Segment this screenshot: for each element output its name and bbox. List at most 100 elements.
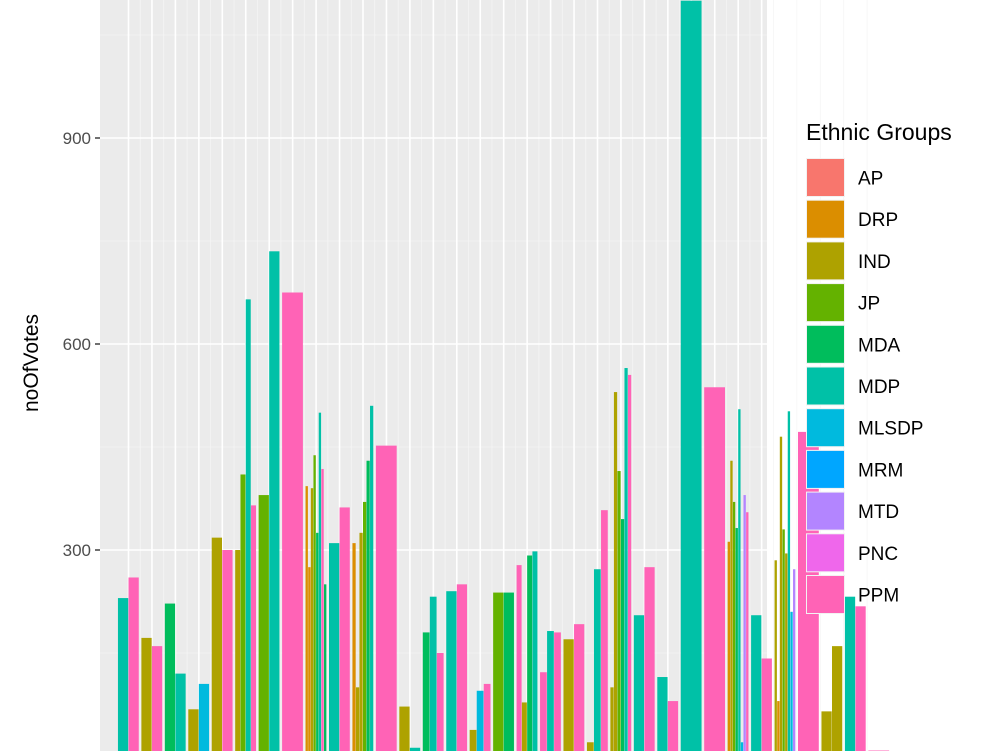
bar-ppm <box>251 505 257 751</box>
bar-ppm <box>483 683 491 751</box>
grid-minor-lines <box>100 0 868 751</box>
bar-ppm <box>321 468 324 751</box>
legend: Ethnic Groups AP DRP IND JP MDA MDP MLSDP MRM MT… <box>806 119 952 614</box>
bar-mdp <box>409 747 421 751</box>
legend-key-mda <box>807 325 844 363</box>
bar-mda <box>527 555 533 751</box>
bar-ind <box>610 687 614 751</box>
bar-ind <box>785 553 788 751</box>
bar-ind <box>235 550 241 751</box>
bar-mlsdp <box>740 742 744 751</box>
bar-mdp <box>429 596 437 751</box>
bar-ind <box>355 687 360 751</box>
bar-ind <box>469 729 477 751</box>
bar-jp <box>782 529 785 751</box>
bar-ind <box>521 702 527 751</box>
bar-ppm <box>222 550 233 751</box>
y-tick-label: 900 <box>63 129 91 148</box>
bar-ppm <box>456 584 468 751</box>
legend-key-mrm <box>807 450 844 488</box>
bar-ind <box>399 706 410 751</box>
bar-mtd <box>743 495 746 751</box>
legend-label-pnc: PNC <box>858 544 898 565</box>
legend-title: Ethnic Groups <box>806 119 952 145</box>
bar-mdp <box>245 299 251 751</box>
bar-ppm <box>627 374 632 751</box>
bar-ind <box>613 392 618 751</box>
bar-mda <box>503 592 514 751</box>
bar-mdp <box>633 615 645 751</box>
bar-mdp <box>657 677 668 751</box>
legend-key-mlsdp <box>807 409 844 447</box>
bar-ppm <box>601 510 608 751</box>
bar-ind <box>310 488 314 751</box>
bar-mdp <box>593 569 601 751</box>
legend-key-mdp <box>807 367 844 405</box>
bar-ind <box>359 532 363 751</box>
bar-ppm <box>746 512 749 751</box>
bar-ind <box>211 537 222 751</box>
bar-jp <box>363 501 367 751</box>
legend-label-ap: AP <box>858 169 883 190</box>
legend-label-mrm: MRM <box>858 460 903 481</box>
bar-ind <box>141 637 152 751</box>
legend-key-ppm <box>807 576 844 613</box>
bar-drp <box>305 486 308 751</box>
bar-mdp <box>532 551 538 751</box>
legend-label-drp: DRP <box>858 210 898 231</box>
legend-key-mtd <box>807 492 844 530</box>
bar-mda <box>316 532 319 751</box>
bar-mdp <box>844 596 856 751</box>
bar-mdp <box>738 409 741 751</box>
bar-mdp <box>117 598 129 751</box>
y-axis-title: noOfVotes <box>20 314 43 412</box>
bar-mda <box>620 519 625 751</box>
bar-ppm <box>375 445 397 751</box>
bar-drp <box>308 567 311 751</box>
bar-jp <box>617 471 621 751</box>
legend-label-jp: JP <box>858 294 880 315</box>
bar-ppm <box>540 672 547 751</box>
bar-ind <box>730 460 733 751</box>
bar-mdp <box>446 591 457 751</box>
bar-ind <box>188 709 199 751</box>
legend-key-pnc <box>807 534 844 572</box>
legend-label-ind: IND <box>858 252 891 273</box>
legend-key-jp <box>807 284 844 322</box>
y-axis: 300 600 900 <box>63 129 100 560</box>
bar-ppm <box>574 624 585 751</box>
bar-ppm <box>516 565 522 751</box>
bar-mtd <box>793 569 796 751</box>
bar-mlsdp <box>476 690 484 751</box>
bar-mda <box>422 632 430 751</box>
legend-key-ind <box>807 242 844 280</box>
bar-ppm <box>644 567 655 751</box>
bar-mda <box>164 603 176 751</box>
bar-mda <box>735 528 738 751</box>
bar-ppm <box>667 701 679 751</box>
bars-layer <box>117 0 890 751</box>
y-tick-label: 300 <box>63 541 91 560</box>
bar-ind <box>779 436 783 751</box>
bar-ppm <box>554 632 561 751</box>
bar-ppm <box>339 507 350 751</box>
bar-mlsdp <box>790 611 793 751</box>
legend-items: AP DRP IND JP MDA MDP MLSDP MRM MTD PNC PPM <box>806 158 923 614</box>
bar-ppm <box>704 387 725 751</box>
bar-mdp <box>624 368 628 751</box>
bar-ppm <box>282 292 303 751</box>
bar-ind <box>774 560 777 751</box>
bar-ppm <box>761 658 772 751</box>
legend-label-ppm: PPM <box>858 586 899 607</box>
legend-key-ap <box>807 159 844 196</box>
bar-ppm <box>436 653 444 751</box>
bar-jp <box>493 592 504 751</box>
bar-jp <box>732 501 736 751</box>
bar-ind <box>832 646 843 751</box>
legend-label-mdp: MDP <box>858 377 900 398</box>
bar-mlsdp <box>198 683 210 751</box>
bar-mdp <box>547 631 554 751</box>
y-tick-label: 600 <box>63 335 91 354</box>
bar-jp <box>258 495 269 751</box>
